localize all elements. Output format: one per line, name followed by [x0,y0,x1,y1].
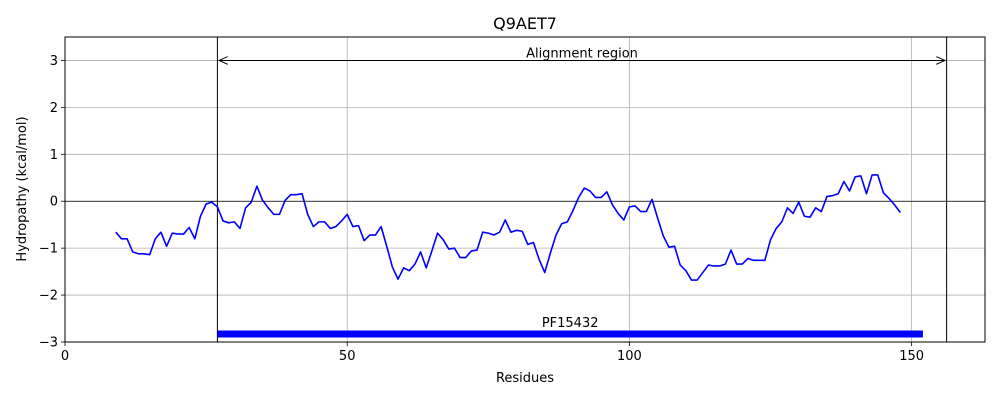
grid [64,37,985,343]
y-tick-label: 0 [50,195,58,210]
y-tick-label: 3 [50,54,58,69]
hydropathy-series-line [115,174,901,281]
y-tick-label: 1 [50,148,58,163]
x-tick-label: 100 [617,349,642,364]
y-axis-label: Hydropathy (kcal/mol) [15,116,30,261]
y-tick-label: −3 [39,336,58,351]
alignment-region-label: Alignment region [526,46,638,61]
axis-ticks: 0 50 100 150 −3 −2 −1 0 1 2 3 [39,54,924,364]
y-tick-label: −2 [39,289,58,304]
plot-frame [64,36,986,343]
chart-title: Q9AET7 [493,14,557,33]
plot-area: Alignment region PF15432 [65,37,985,342]
x-tick-label: 150 [899,349,924,364]
x-axis-label: Residues [496,371,554,386]
domain-bar-label: PF15432 [542,316,599,331]
x-tick-label: 50 [339,349,356,364]
y-tick-label: −1 [39,242,58,257]
x-tick-label: 0 [61,349,69,364]
y-tick-label: 2 [50,101,58,116]
